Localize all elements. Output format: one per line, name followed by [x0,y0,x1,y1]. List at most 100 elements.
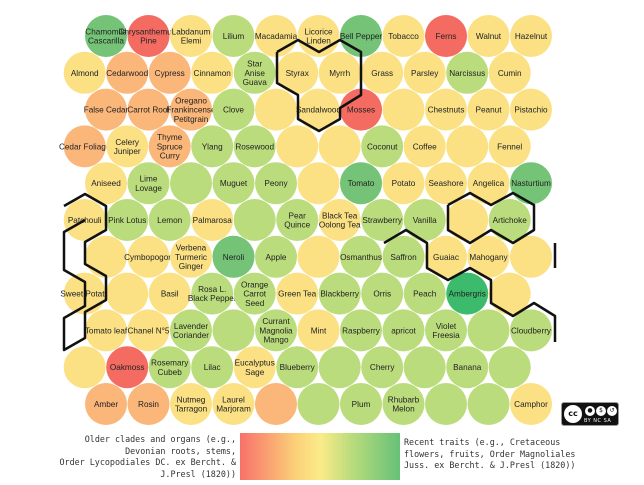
cell-circle [106,199,149,241]
cell-label: Black Tea [322,211,358,220]
cell-label: Eucalyptus [235,359,275,368]
hex-cell-tobacco: Tobacco [382,15,425,57]
cell-circle [127,383,170,425]
cc-labels: BY NC SA [584,418,612,424]
cell-label: Rosewood [235,142,274,151]
hex-cell-empty [318,346,361,389]
hex-map: ChamomileCascarillaChrysanthemumPineLabd… [59,15,557,425]
cc-license-badge[interactable]: cc ● $ ↺ BY NC SA [561,402,619,426]
hex-cell-empty [276,125,319,168]
cell-label: Oregano [175,96,207,105]
hex-cell-muguet: Muguet [212,162,255,205]
cell-circle [276,51,319,94]
hex-cell-clove: Clove [212,88,255,131]
cell-circle [467,235,510,278]
hex-cell-osmanthus: Osmanthus [340,235,382,278]
cell-label: Cedarwood [106,69,148,78]
cell-label: Strawberry [362,216,402,225]
cell-label: Cinnamon [194,69,232,78]
cell-label: Juniper [114,147,141,156]
cell-circle [276,346,319,389]
hex-cell-empty [382,88,425,131]
cell-circle [233,199,276,241]
cell-circle [318,272,361,315]
cell-label: Pistachio [514,106,548,115]
hex-cell-mint: Mint [297,309,340,352]
region-border-left-cluster [62,192,108,352]
hex-cell-seashore: Seashore [425,162,467,205]
cell-label: Almond [71,69,99,78]
cell-circle [488,125,531,168]
hex-cell-empty [297,383,340,425]
legend-recent-traits: Recent traits (e.g., Cretaceous flowers,… [404,437,576,470]
cell-label: Cypress [155,69,185,78]
cell-circle [361,346,404,389]
cell-label: Carrot [243,290,266,299]
cell-circle [297,162,340,205]
cell-label: Cascarilla [88,37,124,46]
cell-circle [488,346,531,389]
cell-circle [446,272,489,315]
cell-label: Bell Pepper [340,32,383,41]
hex-cell-false-cedar: False Cedar [84,88,129,131]
cell-label: Osmanthus [340,253,382,262]
cell-circle [403,199,446,241]
cell-label: Thyme [157,133,182,142]
cell-label: Quince [284,221,310,230]
cell-label: Orange [241,280,269,289]
cell-circle [318,199,361,241]
cell-label: Petitgrain [174,115,209,124]
cell-circle [446,125,489,168]
hex-cell-mahogany: Mahogany [467,235,510,278]
cell-circle [106,346,149,389]
cell-label: Rhubarb [388,395,420,404]
hex-cell-mosses: Mosses [340,88,382,131]
hex-cell-cherry: Cherry [361,346,404,389]
hex-cell-empty [488,346,531,389]
cell-circle [488,51,531,94]
hex-cell-rosin: Rosin [127,383,170,425]
cell-circle [148,272,191,315]
cell-label: Artichoke [493,216,528,225]
cell-label: Peanut [476,106,503,115]
cell-label: Neroli [223,253,245,262]
cell-circle [340,309,382,352]
cell-label: Ginger [179,262,204,271]
hex-cell-empty [403,346,446,389]
hex-cell-parsley: Parsley [403,51,446,94]
cell-circle [191,51,234,94]
cell-label: Ylang [202,142,223,151]
cell-label: Vanilla [413,216,437,225]
hex-cell-amber: Amber [85,383,127,425]
cell-label: Apple [266,253,287,262]
hex-cell-empty [85,235,127,278]
cell-label: Mahogany [469,253,508,262]
cell-label: Lilac [204,363,221,372]
cell-label: Banana [453,363,482,372]
hex-cell-strawberry: Strawberry [361,199,404,241]
cell-circle [340,88,382,131]
cell-circle [191,199,234,241]
cc-icon: cc [564,405,582,423]
hex-cell-aniseed: Aniseed [85,162,127,205]
cell-label: Magnolia [259,326,293,335]
cell-circle [127,309,170,352]
cell-label: Coconut [367,142,398,151]
cell-label: Labdanum [172,27,211,36]
hex-cell-coffee: Coffee [403,125,446,168]
cell-label: Pear [289,211,307,220]
cell-label: Camphor [514,400,548,409]
cell-circle [233,346,276,389]
cell-circle [361,125,404,168]
cell-circle [340,162,382,205]
cell-label: Grass [371,69,393,78]
